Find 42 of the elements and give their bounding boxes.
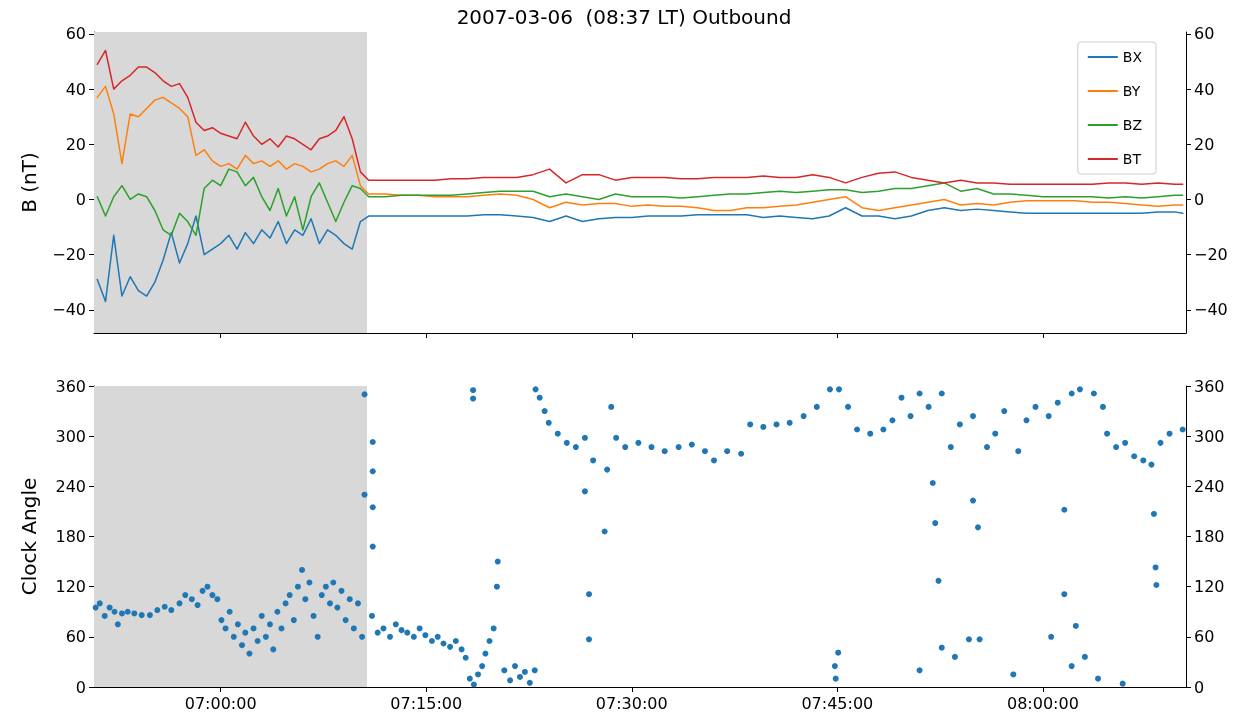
y-tick-label: 300 <box>55 426 86 446</box>
y2-tick-label: −40 <box>1194 300 1228 320</box>
y2-tick-label: 300 <box>1194 426 1225 446</box>
legend-label: BZ <box>1122 117 1143 133</box>
y-tick-label: 240 <box>55 476 86 496</box>
y-tick-label: 0 <box>75 189 86 209</box>
y2-tick-label: 40 <box>1194 79 1215 99</box>
y-tick-label: 120 <box>55 577 86 597</box>
x-tick-label: 08:00:00 <box>1006 693 1079 713</box>
chart-title: 2007-03-06 (08:37 LT) Outbound <box>456 5 792 29</box>
y-tick-label: −40 <box>52 300 86 320</box>
line-series <box>96 168 1184 237</box>
y-tick-label: −20 <box>52 245 86 265</box>
y2-tick-label: 0 <box>1194 189 1205 209</box>
y-axis-title: B (nT) <box>17 152 41 213</box>
y2-tick-label: 360 <box>1194 376 1225 396</box>
line-series <box>96 206 1184 303</box>
y2-tick-label: 240 <box>1194 476 1225 496</box>
y-tick-label: 360 <box>55 376 86 396</box>
y2-tick-label: 60 <box>1194 627 1215 647</box>
y-tick-label: 40 <box>65 79 86 99</box>
line-series <box>96 49 1184 186</box>
y2-tick-label: −20 <box>1194 245 1228 265</box>
y-tick-label: 0 <box>75 677 86 697</box>
y2-tick-label: 120 <box>1194 577 1225 597</box>
y2-tick-label: 0 <box>1194 677 1205 697</box>
y-tick-label: 60 <box>65 24 86 44</box>
x-tick-label: 07:30:00 <box>595 693 668 713</box>
x-tick-label: 07:00:00 <box>184 693 257 713</box>
y-tick-label: 60 <box>65 627 86 647</box>
y-axis-title: Clock Angle <box>17 477 41 596</box>
y2-tick-label: 20 <box>1194 134 1215 154</box>
line-series <box>96 85 1184 212</box>
y2-tick-label: 180 <box>1194 527 1225 546</box>
y-tick-label: 20 <box>65 134 86 154</box>
legend-label: BT <box>1122 151 1142 167</box>
y-tick-label: 180 <box>55 527 86 546</box>
legend-label: BY <box>1122 83 1141 99</box>
legend-label: BX <box>1122 49 1143 65</box>
x-tick-label: 07:15:00 <box>390 693 463 713</box>
y2-tick-label: 60 <box>1194 24 1215 44</box>
x-tick-label: 07:45:00 <box>801 693 874 713</box>
